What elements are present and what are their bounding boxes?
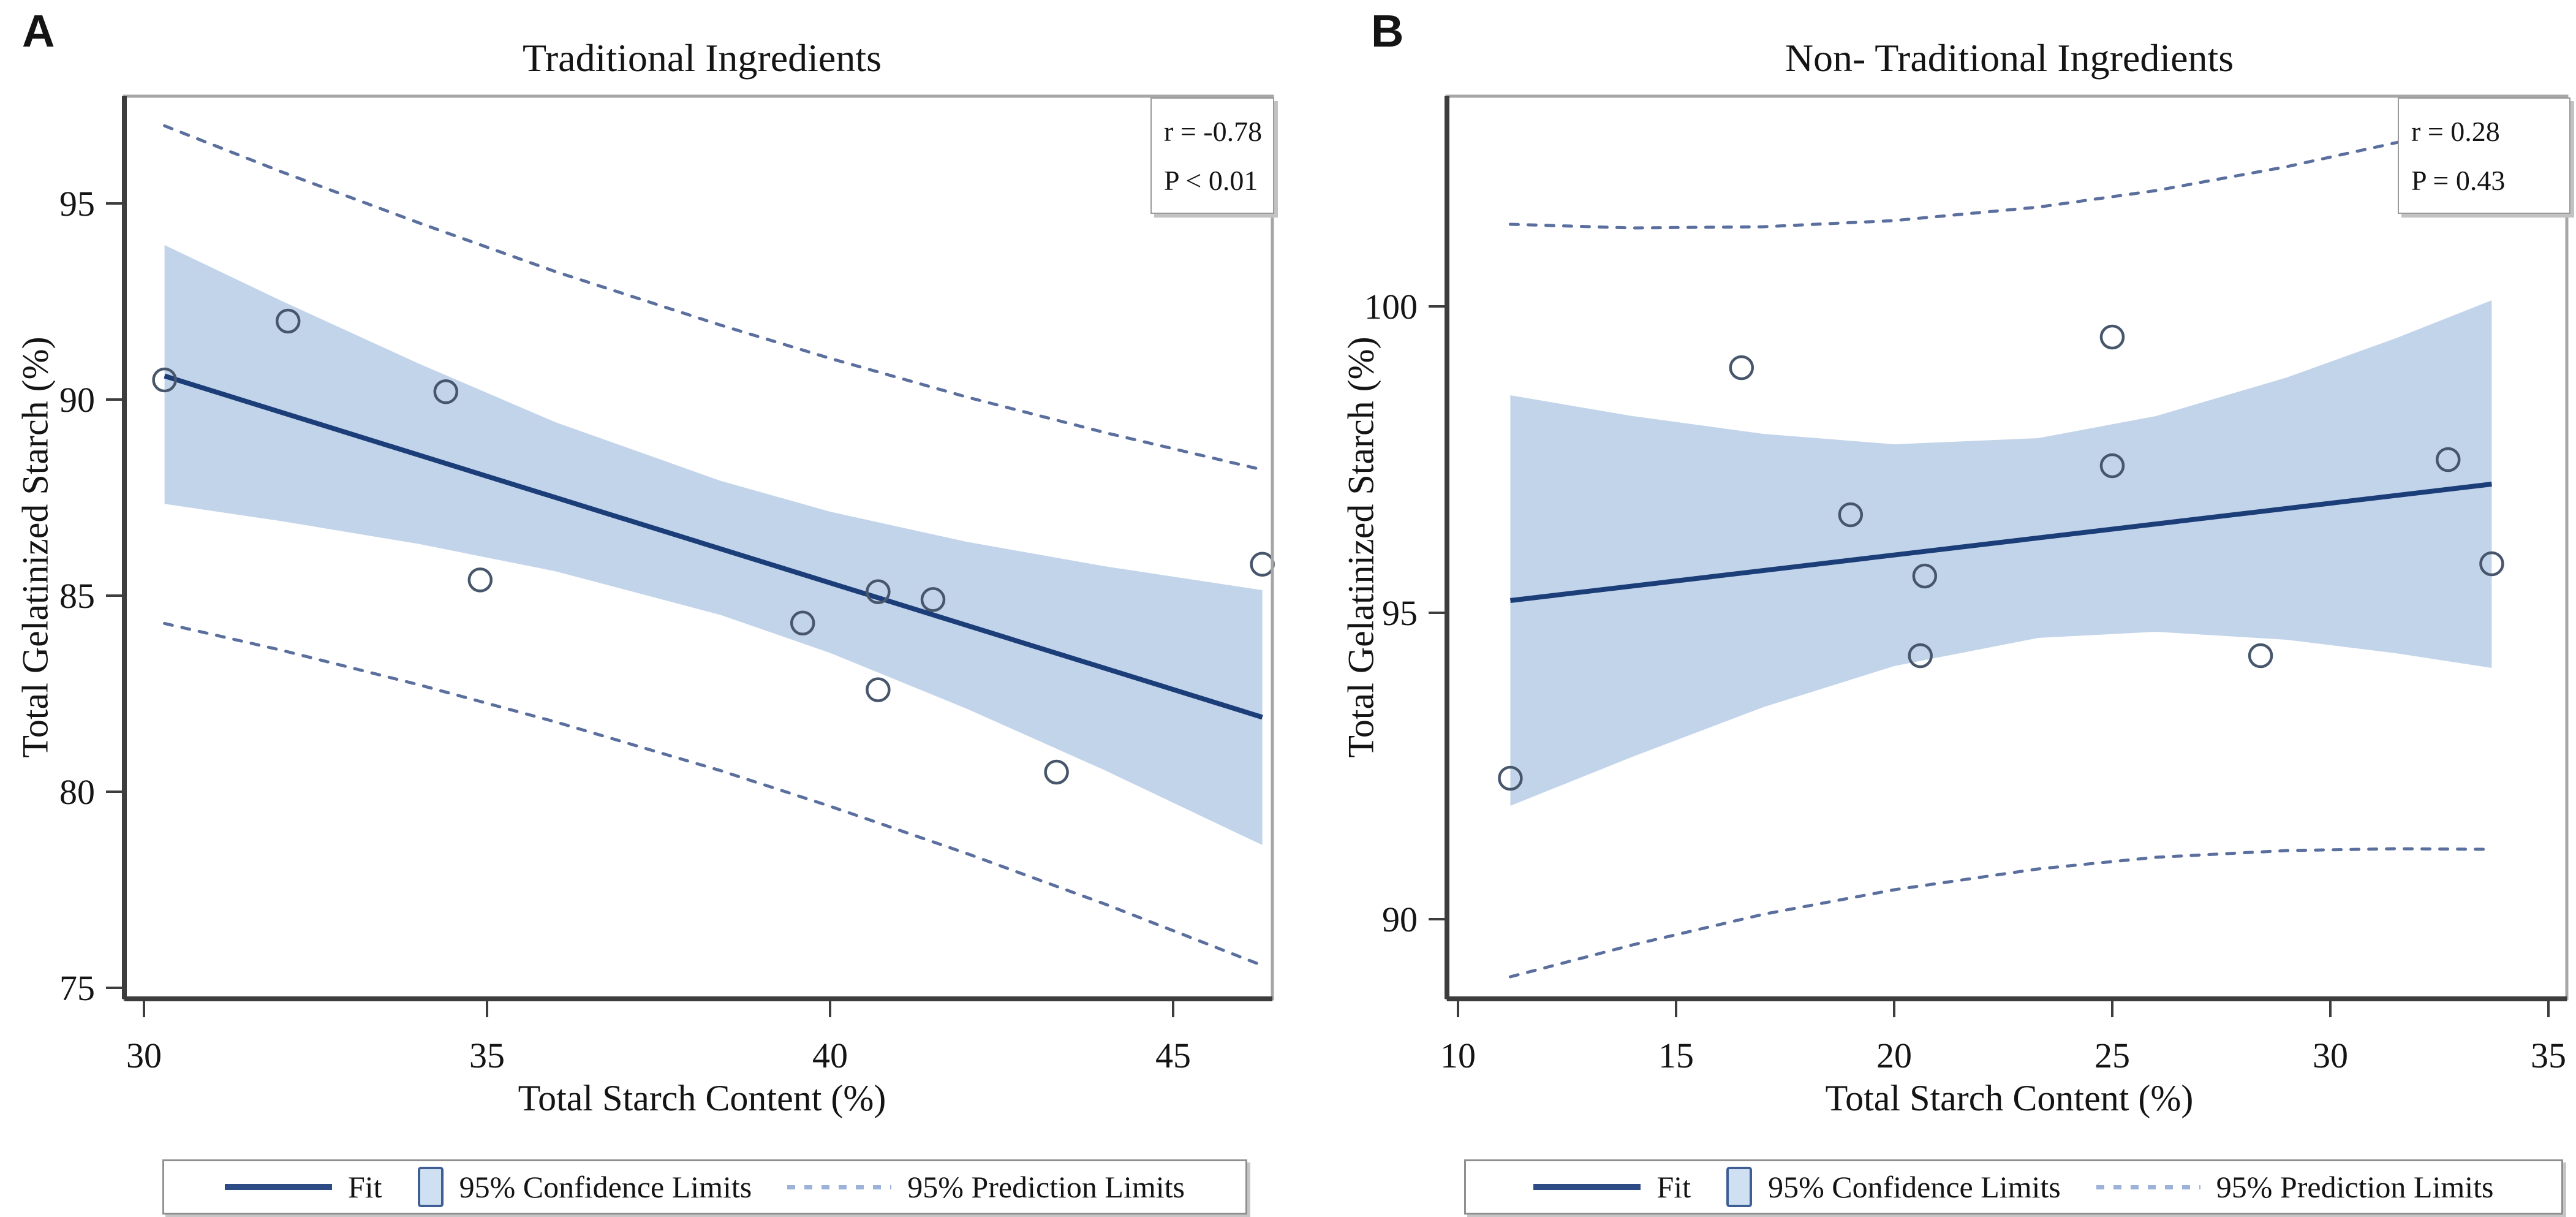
legend-item-confidence: 95% Confidence Limits	[1726, 1167, 2061, 1207]
panel-b-legend: Fit 95% Confidence Limits 95% Prediction…	[1464, 1159, 2563, 1215]
y-tick-label: 75	[59, 968, 95, 1008]
panel-a-p-value: P < 0.01	[1164, 165, 1258, 196]
y-tick-label: 85	[59, 576, 95, 616]
legend-item-confidence: 95% Confidence Limits	[417, 1167, 752, 1207]
prediction-line-swatch-icon	[787, 1185, 892, 1189]
legend-confidence-label: 95% Confidence Limits	[459, 1170, 752, 1204]
x-tick-label: 35	[469, 1036, 505, 1075]
x-tick-label: 45	[1155, 1036, 1191, 1075]
data-point	[1908, 643, 1933, 669]
legend-item-prediction: 95% Prediction Limits	[2096, 1169, 2494, 1205]
prediction-lower-line	[1508, 847, 2493, 979]
legend-confidence-label: 95% Confidence Limits	[1768, 1170, 2061, 1204]
data-point	[2435, 447, 2461, 472]
panel-b-title: Non- Traditional Ingredients	[1785, 36, 2234, 80]
legend-fit-label: Fit	[1656, 1170, 1691, 1204]
data-point	[2099, 453, 2125, 479]
data-point	[1729, 355, 1754, 381]
panel-b-r-value: r = 0.28	[2411, 116, 2500, 147]
data-point	[152, 367, 177, 393]
fit-line-swatch-icon	[224, 1184, 332, 1190]
prediction-line-swatch-icon	[2096, 1185, 2200, 1189]
panel-b-stats-box: r = 0.28 P = 0.43	[2398, 97, 2570, 214]
legend-item-fit: Fit	[1533, 1169, 1691, 1205]
panel-a-title: Traditional Ingredients	[523, 36, 882, 80]
data-point	[920, 587, 946, 612]
panel-b-y-axis-label: Total Gelatinized Starch (%)	[1340, 336, 1381, 758]
panel-a-plot: 30 35 40 45 75 80 85 90 95	[59, 94, 1275, 1075]
panel-b-letter: B	[1371, 6, 1404, 56]
legend-item-fit: Fit	[224, 1169, 382, 1205]
y-tick-label: 95	[1382, 593, 1418, 633]
panel-a-letter: A	[22, 6, 55, 56]
legend-prediction-label: 95% Prediction Limits	[2216, 1170, 2494, 1204]
panel-b-plot: 10 15 20 25 30 35 90 95 100	[1364, 94, 2569, 1075]
panel-b-x-axis-label: Total Starch Content (%)	[1825, 1078, 2194, 1118]
y-tick-label: 95	[59, 184, 95, 224]
data-point	[2479, 551, 2504, 577]
panel-a-x-axis-label: Total Starch Content (%)	[518, 1078, 886, 1118]
data-point	[2248, 643, 2273, 669]
x-tick-label: 30	[126, 1036, 162, 1075]
prediction-upper-line	[163, 124, 1264, 472]
panel-b-p-value: P = 0.43	[2411, 165, 2506, 196]
y-tick-label: 90	[59, 380, 95, 420]
x-tick-label: 25	[2094, 1036, 2130, 1075]
data-point	[1250, 552, 1275, 577]
panel-a-stats-box: r = -0.78 P < 0.01	[1150, 97, 1274, 214]
x-tick-label: 30	[2313, 1036, 2348, 1075]
panel-a-y-axis-label: Total Gelatinized Starch (%)	[15, 336, 56, 758]
y-tick-label: 80	[59, 772, 95, 812]
panel-a-legend: Fit 95% Confidence Limits 95% Prediction…	[162, 1159, 1247, 1215]
data-point	[1912, 563, 1938, 589]
x-tick-label: 20	[1876, 1036, 1912, 1075]
data-point	[866, 579, 891, 604]
data-point	[1498, 765, 1523, 791]
data-point	[275, 308, 301, 334]
y-tick-label: 90	[1382, 900, 1418, 939]
prediction-lower-line	[163, 621, 1264, 968]
confidence-band-swatch-icon	[417, 1167, 444, 1207]
x-tick-label: 10	[1440, 1036, 1476, 1075]
x-tick-label: 35	[2531, 1036, 2566, 1075]
x-tick-label: 15	[1658, 1036, 1694, 1075]
panel-a-r-value: r = -0.78	[1164, 116, 1263, 147]
legend-fit-label: Fit	[347, 1170, 382, 1204]
data-point	[1044, 759, 1069, 785]
data-point	[790, 610, 815, 636]
data-point	[866, 677, 891, 702]
fit-line-swatch-icon	[1533, 1184, 1641, 1190]
legend-prediction-label: 95% Prediction Limits	[907, 1170, 1185, 1204]
prediction-upper-line	[1508, 117, 2493, 230]
fit-line	[164, 373, 1263, 720]
confidence-band-swatch-icon	[1726, 1167, 1753, 1207]
legend-item-prediction: 95% Prediction Limits	[787, 1169, 1185, 1205]
data-point	[2099, 324, 2125, 350]
fit-line	[1509, 482, 2492, 603]
data-point	[1838, 502, 1864, 528]
data-point	[433, 379, 459, 404]
x-tick-label: 40	[812, 1036, 848, 1075]
data-point	[467, 567, 493, 593]
y-tick-label: 100	[1364, 287, 1418, 327]
confidence-band	[1510, 300, 2492, 806]
